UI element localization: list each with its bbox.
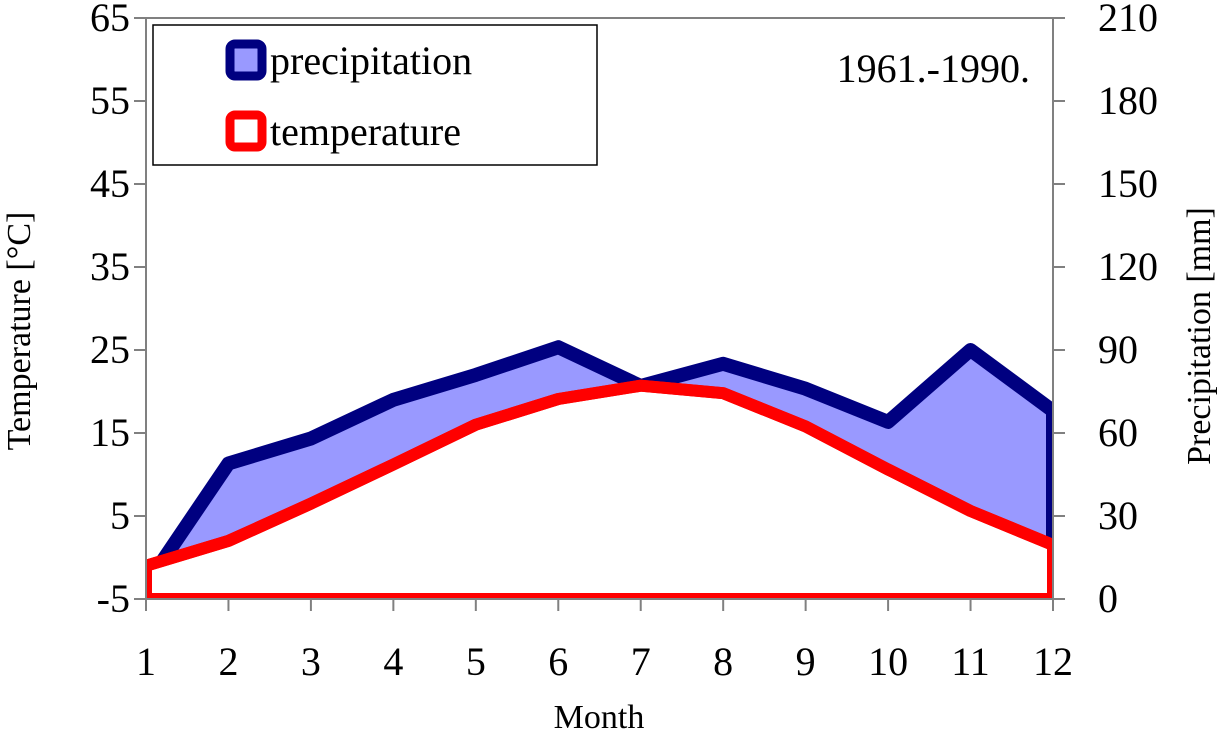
right-tick-label: 30 [1098,493,1138,538]
left-tick-label: 45 [90,161,130,206]
left-tick-label: 55 [90,78,130,123]
x-axis-title: Month [554,699,645,731]
left-tick-label: 25 [90,327,130,372]
plot-border [145,17,1054,600]
x-tick-label: 7 [631,639,651,684]
x-tick-label: 12 [1033,639,1073,684]
x-tick-label: 9 [796,639,816,684]
legend-precipitation-label: precipitation [270,38,472,83]
x-tick-label: 3 [301,639,321,684]
x-tick-label: 6 [548,639,568,684]
right-tick-label: 150 [1098,161,1158,206]
right-tick-label: 90 [1098,327,1138,372]
right-tick-label: 210 [1098,0,1158,40]
left-tick-label: -5 [97,576,130,621]
left-axis-title: Temperature [°C] [1,212,38,451]
legend-precipitation-swatch [225,39,267,81]
x-tick-label: 5 [466,639,486,684]
period-label: 1961.-1990. [837,46,1030,91]
legend-temperature-swatch [225,110,267,152]
x-tick-label: 4 [383,639,403,684]
right-axis-title: Precipitation [mm] [1181,207,1218,465]
legend: precipitation temperature [152,24,598,166]
x-tick-label: 8 [713,639,733,684]
plot-clip-group [146,340,1053,599]
right-tick-label: 180 [1098,78,1158,123]
left-tick-label: 65 [90,0,130,40]
legend-temperature-label: temperature [270,109,461,154]
temperature-line [146,379,1053,572]
right-tick-label: 120 [1098,244,1158,289]
left-tick-label: 5 [110,493,130,538]
x-tick-label: 1 [136,639,156,684]
x-tick-label: 10 [868,639,908,684]
left-tick-label: 15 [90,410,130,455]
x-tick-label: 11 [951,639,990,684]
right-tick-label: 60 [1098,410,1138,455]
x-tick-label: 2 [218,639,238,684]
plot-area [146,340,1053,599]
right-tick-label: 0 [1098,576,1118,621]
left-tick-label: 35 [90,244,130,289]
